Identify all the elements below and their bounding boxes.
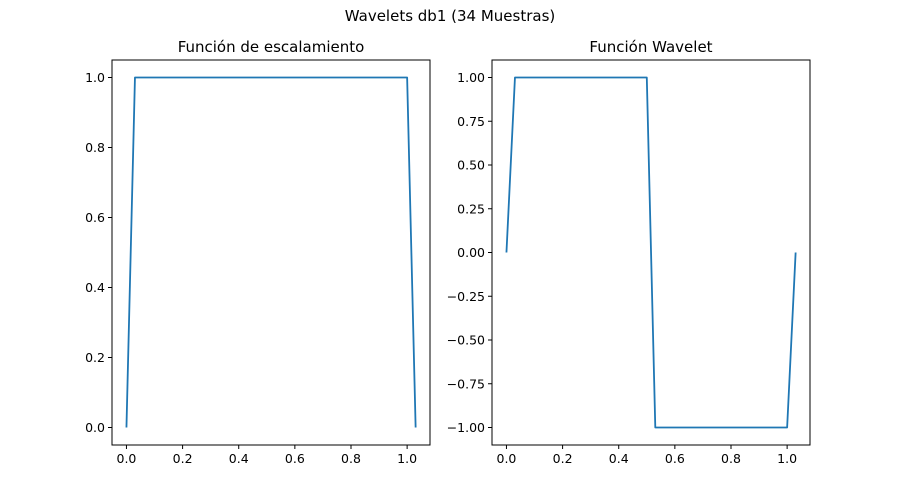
x-tick-label: 0.4: [229, 451, 249, 466]
axes-frame: [491, 59, 811, 446]
y-tick-label: −0.50: [447, 333, 485, 348]
y-tick-label: −1.00: [447, 420, 485, 435]
y-tick-label: −0.75: [447, 376, 485, 391]
y-tick-label: −0.25: [447, 289, 485, 304]
y-tick-label: 0.75: [457, 114, 485, 129]
wavelet-function-title: Función Wavelet: [589, 38, 712, 56]
x-tick-label: 0.4: [609, 451, 629, 466]
x-tick-label: 0.0: [117, 451, 137, 466]
y-tick-label: 0.25: [457, 201, 485, 216]
y-tick-label: 0.4: [85, 280, 105, 295]
x-tick-label: 0.2: [173, 451, 193, 466]
y-tick-label: 0.2: [85, 350, 105, 365]
series-line: [125, 76, 417, 428]
x-tick-label: 0.8: [721, 451, 741, 466]
x-tick-label: 1.0: [777, 451, 797, 466]
scaling-function-title: Función de escalamiento: [178, 38, 365, 56]
y-tick-label: 0.0: [85, 420, 105, 435]
y-tick-label: 1.0: [85, 70, 105, 85]
figure-suptitle: Wavelets db1 (34 Muestras): [344, 7, 556, 25]
wavelet-function-plot: Función Wavelet 0.0 0.2 0.4 0.6 0.8 1.0 1.00 0.…: [447, 38, 811, 466]
axes-frame: [111, 59, 431, 446]
scaling-function-plot: Función de escalamiento 0.0 0.2 0.4 0.6 0.8 1…: [85, 38, 431, 466]
x-tick-label: 0.0: [497, 451, 517, 466]
y-tick-label: 0.8: [85, 140, 105, 155]
x-tick-label: 0.6: [665, 451, 685, 466]
y-tick-label: 0.6: [85, 210, 105, 225]
y-tick-label: 0.00: [457, 245, 485, 260]
x-tick-label: 1.0: [397, 451, 417, 466]
series-line: [505, 76, 797, 429]
x-tick-label: 0.6: [285, 451, 305, 466]
x-tick-label: 0.2: [553, 451, 573, 466]
y-tick-label: 1.00: [457, 70, 485, 85]
y-tick-label: 0.50: [457, 158, 485, 173]
x-tick-label: 0.8: [341, 451, 361, 466]
